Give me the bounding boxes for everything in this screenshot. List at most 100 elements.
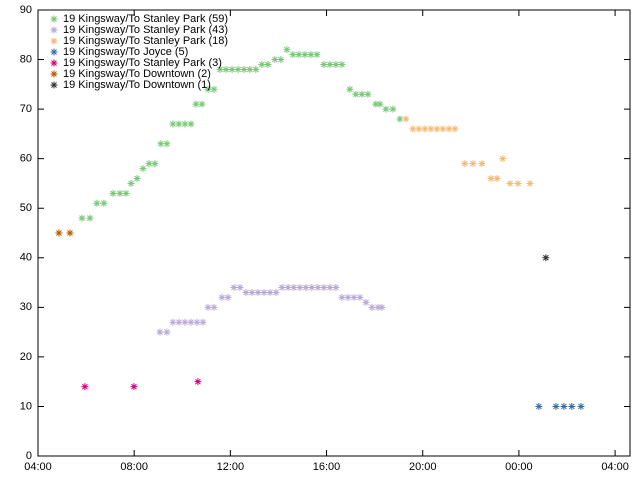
legend-marker bbox=[50, 59, 58, 67]
point bbox=[352, 90, 360, 98]
point bbox=[271, 56, 279, 64]
point bbox=[376, 100, 384, 108]
x-tick-label: 20:00 bbox=[409, 461, 437, 473]
point bbox=[535, 402, 543, 410]
point bbox=[169, 120, 177, 128]
point bbox=[81, 383, 89, 391]
point bbox=[338, 61, 346, 69]
y-tick-label: 60 bbox=[20, 153, 32, 165]
point bbox=[204, 303, 212, 311]
legend-label: 19 Kingsway/To Stanley Park (43) bbox=[63, 24, 228, 36]
point bbox=[248, 288, 256, 296]
point bbox=[116, 189, 124, 197]
plot-frame bbox=[37, 9, 631, 457]
point bbox=[290, 284, 298, 292]
point bbox=[350, 293, 358, 301]
point bbox=[332, 61, 340, 69]
point bbox=[278, 284, 286, 292]
point bbox=[194, 378, 202, 386]
legend-label: 19 Kingsway/To Stanley Park (18) bbox=[63, 35, 228, 47]
y-tick-label: 10 bbox=[20, 400, 32, 412]
point bbox=[169, 318, 177, 326]
point bbox=[344, 293, 352, 301]
point bbox=[560, 402, 568, 410]
point bbox=[181, 120, 189, 128]
point bbox=[224, 293, 232, 301]
point bbox=[218, 293, 226, 301]
legend-marker bbox=[50, 48, 58, 56]
legend-label: 19 Kingsway/To Downtown (1) bbox=[63, 79, 211, 91]
point bbox=[242, 288, 250, 296]
point bbox=[372, 100, 380, 108]
point bbox=[187, 120, 195, 128]
point bbox=[332, 284, 340, 292]
point bbox=[356, 293, 364, 301]
point bbox=[552, 402, 560, 410]
point bbox=[382, 105, 390, 113]
legend-marker bbox=[50, 37, 58, 45]
x-tick-label: 08:00 bbox=[120, 461, 148, 473]
point bbox=[526, 179, 534, 187]
point bbox=[66, 229, 74, 237]
point bbox=[252, 65, 260, 73]
point bbox=[283, 46, 291, 54]
point bbox=[157, 140, 165, 148]
point bbox=[358, 90, 366, 98]
point bbox=[402, 115, 410, 123]
point bbox=[246, 65, 254, 73]
point bbox=[461, 160, 469, 168]
point bbox=[326, 61, 334, 69]
point bbox=[346, 85, 354, 93]
point bbox=[421, 125, 429, 133]
point bbox=[175, 318, 183, 326]
point bbox=[568, 402, 576, 410]
x-tick-label: 04:00 bbox=[601, 461, 629, 473]
point bbox=[130, 383, 138, 391]
point bbox=[469, 160, 477, 168]
point bbox=[378, 303, 386, 311]
point bbox=[302, 284, 310, 292]
point bbox=[78, 214, 86, 222]
legend-marker bbox=[50, 81, 58, 89]
point bbox=[93, 199, 101, 207]
point bbox=[374, 303, 382, 311]
x-tick-label: 00:00 bbox=[505, 461, 533, 473]
point bbox=[187, 318, 195, 326]
point bbox=[175, 120, 183, 128]
point bbox=[289, 51, 297, 59]
point bbox=[122, 189, 130, 197]
point bbox=[307, 51, 315, 59]
point bbox=[240, 65, 248, 73]
y-tick-label: 0 bbox=[26, 450, 32, 462]
legend-label: 19 Kingsway/To Downtown (2) bbox=[63, 68, 211, 80]
point bbox=[296, 284, 304, 292]
x-tick-label: 12:00 bbox=[217, 461, 245, 473]
point bbox=[133, 174, 141, 182]
point bbox=[228, 65, 236, 73]
point bbox=[55, 229, 63, 237]
point bbox=[542, 254, 550, 262]
point bbox=[100, 199, 108, 207]
point bbox=[258, 61, 266, 69]
point bbox=[308, 284, 316, 292]
point bbox=[210, 303, 218, 311]
point bbox=[204, 85, 212, 93]
point bbox=[230, 284, 238, 292]
point bbox=[409, 125, 417, 133]
point bbox=[199, 318, 207, 326]
point bbox=[127, 179, 135, 187]
point bbox=[234, 65, 242, 73]
point bbox=[362, 298, 370, 306]
point bbox=[451, 125, 459, 133]
y-tick-label: 50 bbox=[20, 202, 32, 214]
point bbox=[192, 100, 200, 108]
y-tick-label: 80 bbox=[20, 53, 32, 65]
point bbox=[254, 288, 262, 296]
point bbox=[198, 100, 206, 108]
point bbox=[389, 105, 397, 113]
point bbox=[514, 179, 522, 187]
point bbox=[86, 214, 94, 222]
point bbox=[163, 328, 171, 336]
point bbox=[139, 165, 147, 173]
y-tick-label: 40 bbox=[20, 252, 32, 264]
